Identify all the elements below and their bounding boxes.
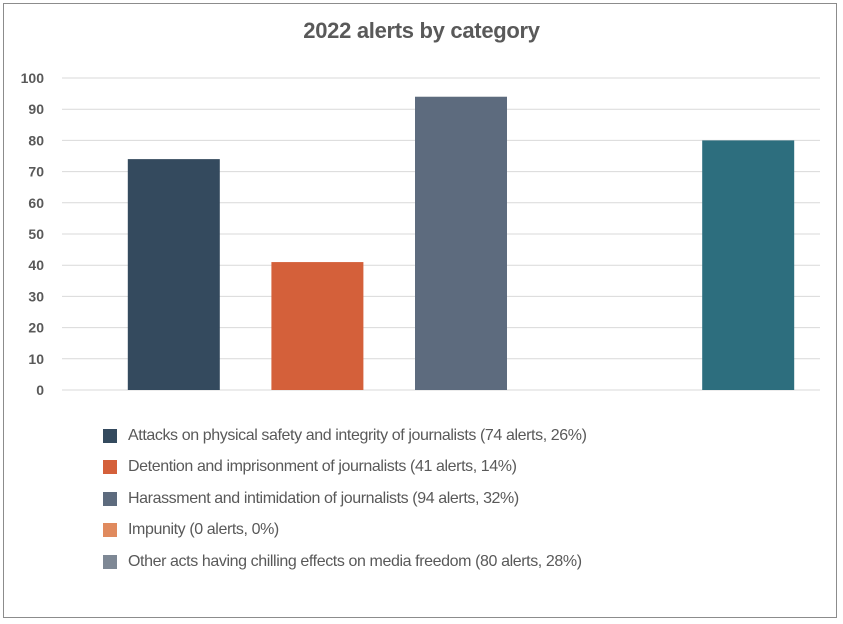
legend-swatch: [103, 460, 117, 475]
legend-swatch: [103, 491, 117, 506]
y-tick-label: 100: [21, 70, 45, 86]
legend-item: Attacks on physical safety and integrity…: [103, 420, 587, 452]
legend-label: Attacks on physical safety and integrity…: [128, 426, 587, 444]
legend-item: Detention and imprisonment of journalist…: [103, 452, 587, 484]
y-tick-label: 70: [28, 164, 44, 180]
y-axis-ticks: 0 10 20 30 40 50 60 70 80 90 100: [21, 70, 45, 398]
legend-swatch: [103, 428, 117, 443]
y-tick-label: 30: [28, 288, 44, 304]
bar-2: [271, 262, 364, 390]
y-tick-label: 60: [28, 195, 44, 211]
legend-label: Other acts having chilling effects on me…: [128, 552, 582, 570]
legend-swatch: [103, 554, 117, 569]
y-tick-label: 50: [28, 226, 44, 242]
bar-3: [415, 96, 507, 390]
y-tick-label: 10: [28, 351, 44, 367]
y-tick-label: 20: [28, 320, 44, 336]
y-tick-label: 90: [28, 101, 44, 117]
legend-item: Other acts having chilling effects on me…: [103, 546, 587, 578]
bar-1: [127, 159, 220, 390]
chart-title: 2022 alerts by category: [303, 18, 540, 43]
legend-item: Harassment and intimidation of journalis…: [103, 483, 587, 515]
y-tick-label: 80: [28, 132, 44, 148]
legend-swatch: [103, 523, 117, 538]
legend-item: Impunity (0 alerts, 0%): [103, 515, 587, 547]
legend: Attacks on physical safety and integrity…: [103, 420, 587, 578]
legend-label: Harassment and intimidation of journalis…: [128, 489, 519, 507]
legend-label: Impunity (0 alerts, 0%): [128, 521, 279, 539]
bar-5: [702, 140, 795, 390]
y-tick-label: 40: [28, 257, 44, 273]
legend-label: Detention and imprisonment of journalist…: [128, 458, 517, 476]
y-tick-label: 0: [36, 382, 44, 398]
bars: [127, 96, 795, 390]
